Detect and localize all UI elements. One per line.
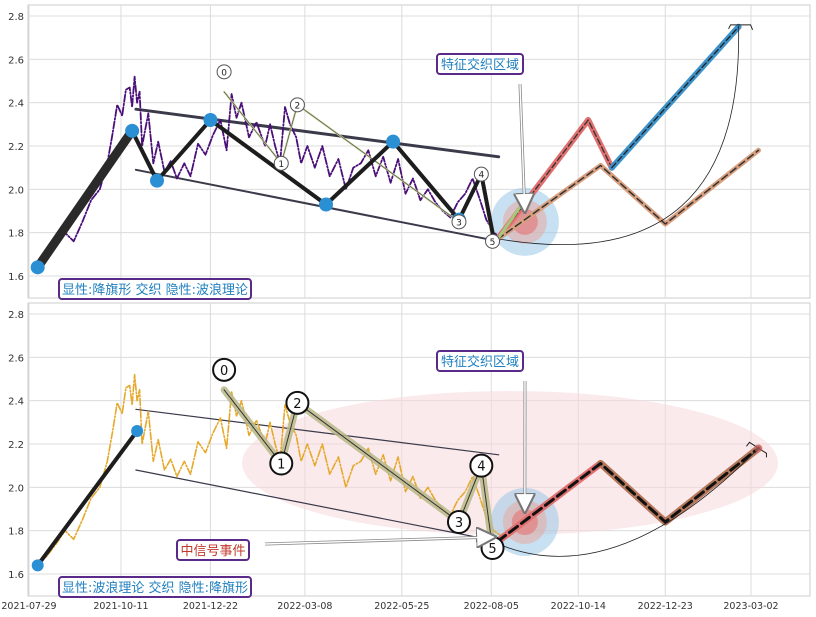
price-line xyxy=(36,75,501,264)
wave-marker-label: 2 xyxy=(293,397,301,412)
flag-pivot-point xyxy=(31,559,44,572)
x-tick-label: 2022-12-23 xyxy=(638,601,693,612)
y-tick-label: 1.6 xyxy=(8,272,24,283)
y-tick-label: 2.8 xyxy=(8,310,24,321)
wave-marker xyxy=(273,155,289,171)
wave-marker xyxy=(269,451,294,476)
wave-marker xyxy=(473,166,489,182)
projection-tan-dash xyxy=(496,149,760,240)
wave-marker-label: 0 xyxy=(221,68,227,78)
wave-marker-label: 2 xyxy=(295,101,301,111)
y-tick-label: 1.8 xyxy=(8,229,24,240)
y-tick-label: 1.6 xyxy=(8,570,24,581)
projection-arc xyxy=(499,26,739,246)
y-tick-label: 2.0 xyxy=(8,185,24,196)
flag-lower-line xyxy=(135,469,500,543)
projection-dash xyxy=(496,446,760,543)
flag-pivot-point xyxy=(149,173,164,188)
interweave-arrow-inner xyxy=(519,83,526,206)
wave-marker-label: 4 xyxy=(478,171,484,181)
panel-label: 显性:降旗形 交织 隐性:波浪理论 xyxy=(62,282,248,298)
target-dot xyxy=(754,444,763,453)
x-tick-label: 2022-08-05 xyxy=(464,601,519,612)
wave-marker-label: 3 xyxy=(455,516,463,531)
interweave-annotation: 特征交织区域 xyxy=(441,354,519,370)
x-tick-label: 2021-10-11 xyxy=(93,601,148,612)
x-tick-label: 2022-03-08 xyxy=(277,601,332,612)
wave-marker xyxy=(212,357,237,382)
wave-marker-label: 5 xyxy=(488,542,496,557)
wave-marker-label: 4 xyxy=(477,460,485,475)
panel-label-box xyxy=(58,576,252,598)
flag-pivot-point xyxy=(386,134,401,149)
x-tick-label: 2023-03-02 xyxy=(723,601,778,612)
wave-marker xyxy=(216,64,232,80)
interweave-annotation-box xyxy=(436,350,524,372)
flag-pivot-point xyxy=(30,260,45,275)
target-bracket xyxy=(728,24,754,31)
wave-marker xyxy=(289,97,305,113)
flag-pivot-point xyxy=(319,197,334,212)
flag-pole xyxy=(33,126,137,272)
y-tick-label: 2.2 xyxy=(8,440,24,451)
flag-pole xyxy=(35,429,140,568)
y-tick-label: 2.6 xyxy=(8,55,24,66)
y-tick-label: 2.8 xyxy=(8,12,24,23)
signal-label: 中信号事件 xyxy=(180,544,245,559)
signal-label-box xyxy=(176,539,250,561)
x-axis: 2021-07-29 2021-10-11 2021-12-22 2022-03-08… xyxy=(1,601,778,612)
y-tick-label: 2.4 xyxy=(8,99,24,110)
panel-label: 显性:波浪理论 交织 隐性:降旗形 xyxy=(62,580,248,596)
wave-core xyxy=(223,389,493,549)
flag-pivot-point xyxy=(125,123,140,138)
y-tick-label: 2.0 xyxy=(8,483,24,494)
flag-lower-line xyxy=(134,168,500,243)
y-tick-label: 2.6 xyxy=(8,353,24,364)
x-tick-label: 2022-10-14 xyxy=(551,601,606,612)
flag-pivot-point xyxy=(131,425,144,437)
wave-marker xyxy=(285,390,310,415)
wave-marker-label: 1 xyxy=(278,160,284,170)
projection-blue-dash xyxy=(611,26,740,169)
wave-marker-label: 0 xyxy=(220,364,228,379)
bottom-panel: 1.6 1.8 2.0 2.2 2.4 2.6 2.8 0 1 2 3 4 5 特征交织区域中信号事件显性… xyxy=(8,302,811,598)
wave-marker-label: 3 xyxy=(456,218,462,228)
x-tick-label: 2022-05-25 xyxy=(374,601,429,612)
wave-marker-label: 5 xyxy=(490,238,496,248)
y-tick-label: 2.4 xyxy=(8,397,24,408)
flag-zigzag xyxy=(130,118,496,242)
x-tick-label: 2021-12-22 xyxy=(183,601,238,612)
panel-label-box xyxy=(58,278,252,300)
wave-marker xyxy=(446,510,471,534)
plot-area xyxy=(27,4,811,299)
wave-marker xyxy=(469,453,494,478)
interweave-annotation-box xyxy=(436,53,524,75)
wave-marker-label: 1 xyxy=(277,458,285,473)
x-tick-label: 2021-07-29 xyxy=(1,601,56,612)
y-tick-label: 1.8 xyxy=(8,527,24,538)
flag-upper-line xyxy=(135,408,500,456)
signal-arrow-inner xyxy=(264,536,484,545)
wave-marker xyxy=(451,214,467,230)
flag-pivot-point xyxy=(203,113,218,127)
projection-arc xyxy=(492,448,759,557)
flag-upper-line xyxy=(134,107,501,159)
top-panel: 1.6 1.8 2.0 2.2 2.4 2.6 2.8 0 1 2 3 4 5 特征交织区域显性:降旗形 … xyxy=(8,4,811,300)
y-tick-label: 2.2 xyxy=(8,142,24,153)
wave-marker xyxy=(485,233,501,249)
interweave-annotation: 特征交织区域 xyxy=(441,57,519,73)
